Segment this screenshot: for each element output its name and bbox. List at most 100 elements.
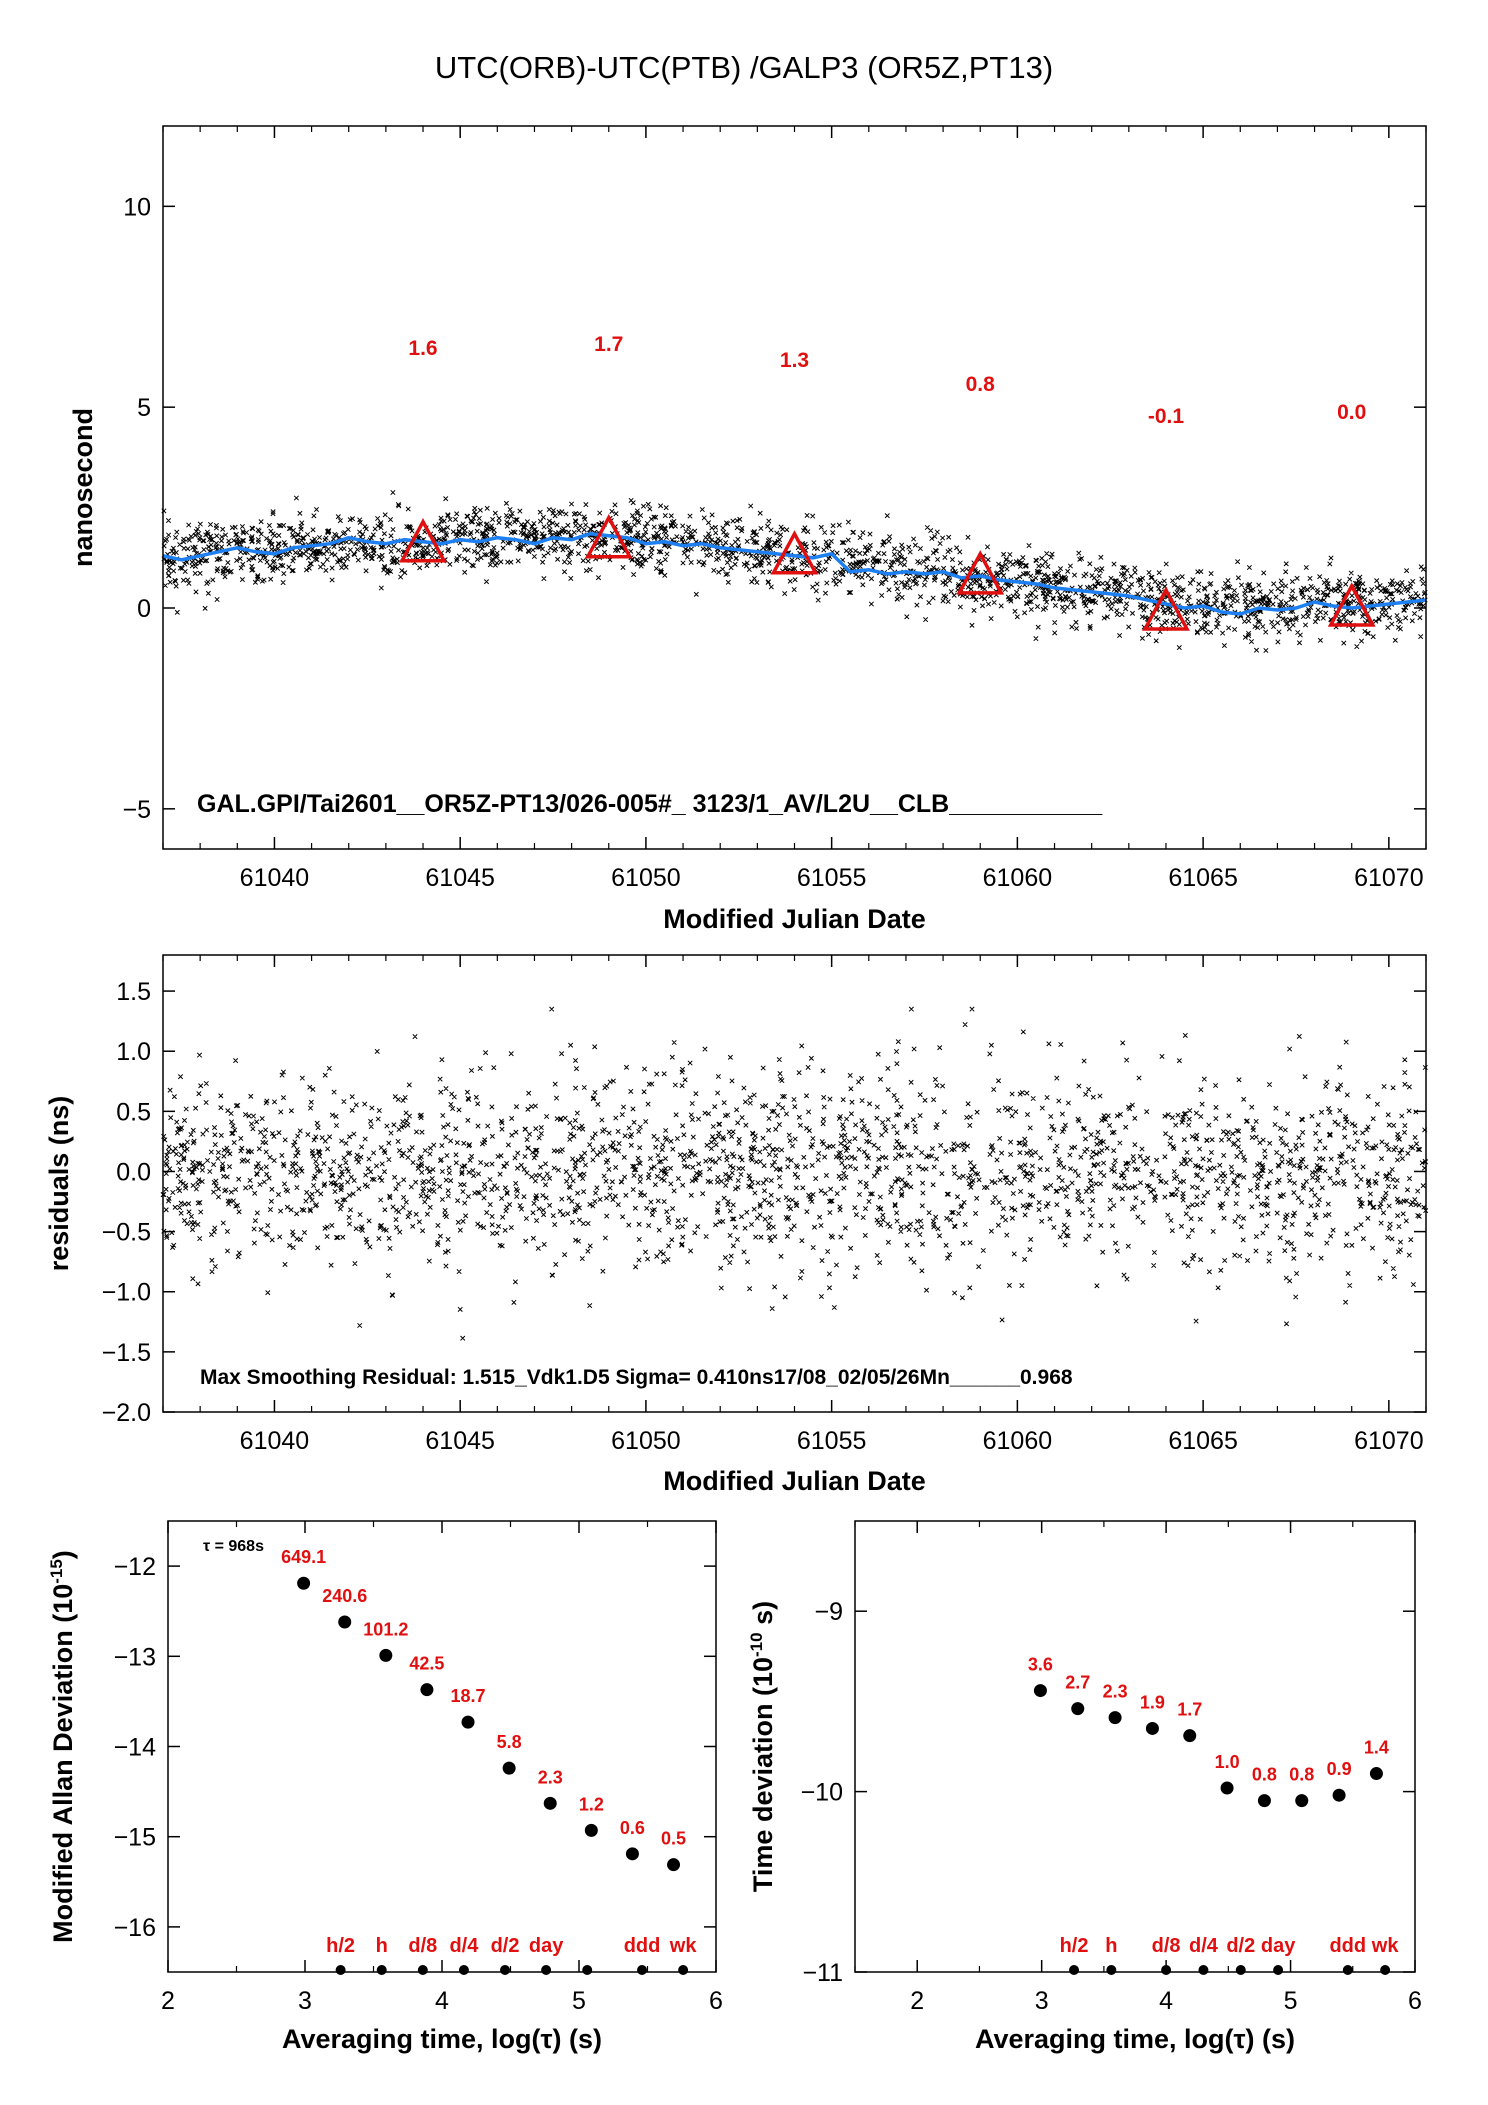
y-tick-label: −15 [114,1824,156,1852]
plot-frame [854,1520,1416,1973]
deviation-value-label: 2.3 [1103,1682,1128,1702]
triangle-value-label: 1.7 [594,333,623,356]
interval-marker-label: wk [1371,1935,1400,1957]
tdev-chart: 2 3 4 5 6 −11 −10 −9 3.6 2.7 2.3 1.9 1.7 1.0 0.8 0.8 0.9… [747,1520,1422,2054]
main-chart: 1.6 1.7 1.3 0.8 -0.1 0.0 61040 61045 61050 61055 6… [68,125,1428,934]
chart-title: UTC(ORB)-UTC(PTB) /GALP3 (OR5Z,PT13) [435,50,1053,85]
interval-marker-label: ddd [624,1935,661,1957]
deviation-point [379,1648,393,1662]
interval-marker [335,1965,346,1975]
deviation-value-label: 18.7 [451,1686,486,1706]
interval-marker [500,1965,511,1975]
deviation-value-label: 0.8 [1289,1765,1314,1785]
plot-frame [162,125,1427,850]
y-tick-label: 0.5 [116,1098,151,1126]
residuals-chart: 61040 61045 61050 61055 61060 61065 61070 −2.0 −… [44,954,1429,1496]
x-tick-label: 6 [1408,1987,1422,2015]
deviation-value-label: 42.5 [409,1654,444,1674]
interval-marker [458,1965,469,1975]
x-tick-label: 61070 [1354,1427,1424,1455]
interval-marker-label: h [376,1935,388,1957]
x-tick-label: 61045 [425,864,495,892]
deviation-value-label: 0.9 [1327,1759,1352,1779]
x-axis-label: Averaging time, log(τ) (s) [282,2024,602,2054]
interval-marker-label: h/2 [326,1935,355,1957]
interval-marker-label: ddd [1329,1935,1366,1957]
deviation-value-label: 2.7 [1065,1673,1090,1693]
deviation-point [1257,1794,1271,1808]
x-tick-label: 61045 [425,1427,495,1455]
deviation-point [1033,1684,1047,1698]
x-tick-label: 61070 [1354,864,1424,892]
x-axis-label: Averaging time, log(τ) (s) [975,2024,1295,2054]
deviation-point [1369,1767,1383,1781]
main-annotation: GAL.GPI/Tai2601__OR5Z-PT13/026-005#_ 312… [197,790,1103,818]
deviation-point [543,1796,557,1810]
deviation-value-label: 0.8 [1252,1765,1277,1785]
deviation-point [502,1761,516,1775]
y-tick-label: −11 [802,1959,843,1987]
triangle-marker [956,550,1005,595]
interval-marker [637,1965,648,1975]
interval-marker-label: d/4 [449,1935,479,1957]
interval-marker [417,1965,428,1975]
interval-marker [582,1965,593,1975]
interval-marker [376,1965,387,1975]
deviation-value-label: 1.0 [1215,1752,1240,1772]
y-tick-label: −14 [114,1734,157,1762]
y-tick-label: −12 [114,1553,156,1581]
x-tick-label: 2 [161,1987,175,2015]
interval-marker-label: d/8 [408,1935,437,1957]
deviation-value-label: 3.6 [1028,1655,1053,1675]
y-tick-label: −1.5 [102,1339,151,1367]
deviation-value-label: 649.1 [281,1547,326,1567]
deviation-point [1183,1729,1197,1743]
y-tick-label: 1.0 [116,1038,151,1066]
mdev-chart: 2 3 4 5 6 −16 −15 −14 −13 −12 649.1 240.6 101.242.5 1… [47,1520,723,2054]
x-tick-label: 61060 [983,864,1053,892]
deviation-point [1295,1794,1309,1808]
plot-frame [162,954,1427,1413]
x-tick-label: 2 [910,1987,924,2015]
triangle-marker [770,530,819,575]
deviation-point [1220,1781,1234,1795]
y-tick-label: −9 [814,1598,843,1626]
triangle-marker [1327,582,1376,627]
deviation-point [338,1615,352,1629]
residuals-annotation: Max Smoothing Residual: 1.515_Vdk1.D5 Si… [200,1366,1073,1389]
residual-points [160,1006,1429,1341]
y-tick-label: 0 [137,595,151,623]
triangle-marker [584,514,633,559]
triangle-marker [399,518,447,563]
x-tick-label: 61060 [983,1427,1053,1455]
deviation-value-label: 240.6 [322,1586,367,1606]
plot-frame [167,1520,717,1973]
x-tick-label: 61040 [240,1427,310,1455]
interval-marker-label: day [1261,1935,1296,1957]
interval-marker [1161,1965,1172,1975]
x-tick-label: 5 [1284,1987,1298,2015]
deviation-value-label: 0.5 [661,1829,686,1849]
deviation-point [1108,1711,1122,1725]
interval-marker [1273,1965,1284,1975]
y-tick-label: −0.5 [102,1219,151,1247]
y-tick-label: 1.5 [116,978,151,1006]
interval-marker [1342,1965,1353,1975]
triangle-value-label: 0.0 [1337,401,1366,424]
y-tick-label: −5 [122,796,151,824]
interval-marker-label: h/2 [1060,1935,1089,1957]
x-tick-label: 5 [572,1987,586,2015]
interval-marker [1380,1965,1391,1975]
x-tick-label: 61065 [1168,1427,1238,1455]
interval-marker-label: day [529,1935,564,1957]
tau-note: τ = 968s [203,1538,264,1555]
deviation-point [461,1715,475,1729]
deviation-point [1145,1721,1159,1735]
x-tick-label: 61055 [797,1427,867,1455]
deviation-point [297,1576,311,1590]
interval-marker [1106,1965,1117,1975]
interval-marker-label: h [1105,1935,1117,1957]
x-tick-label: 3 [1035,1987,1049,2015]
deviation-value-label: 2.3 [538,1767,563,1787]
